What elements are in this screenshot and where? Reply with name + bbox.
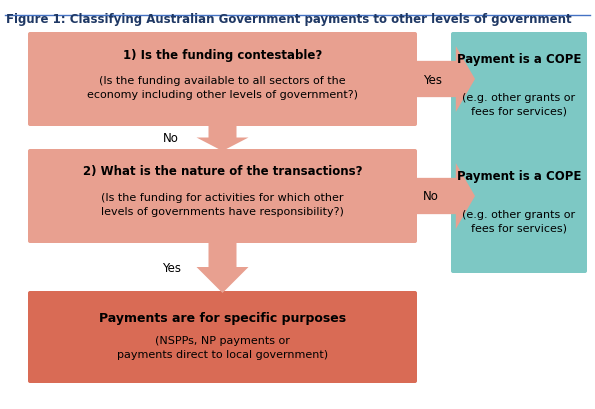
FancyBboxPatch shape [28, 33, 417, 127]
Text: Yes: Yes [162, 261, 181, 274]
Text: (Is the funding for activities for which other
levels of governments have respon: (Is the funding for activities for which… [101, 193, 344, 216]
FancyBboxPatch shape [28, 291, 417, 383]
Text: (NSPPs, NP payments or
payments direct to local government): (NSPPs, NP payments or payments direct t… [117, 335, 328, 359]
Text: Figure 1: Classifying Australian Government payments to other levels of governme: Figure 1: Classifying Australian Governm… [6, 13, 572, 26]
Polygon shape [415, 47, 475, 113]
Text: 2) What is the nature of the transactions?: 2) What is the nature of the transaction… [83, 165, 362, 178]
Text: No: No [423, 190, 439, 203]
FancyBboxPatch shape [451, 33, 587, 157]
Text: Yes: Yes [423, 73, 442, 86]
Polygon shape [196, 241, 249, 293]
Text: Payment is a COPE: Payment is a COPE [457, 170, 581, 183]
Text: (e.g. other grants or
fees for services): (e.g. other grants or fees for services) [462, 210, 575, 233]
Text: No: No [162, 132, 178, 145]
Polygon shape [196, 125, 249, 152]
Text: 1) Is the funding contestable?: 1) Is the funding contestable? [123, 48, 322, 61]
Text: (Is the funding available to all sectors of the
economy including other levels o: (Is the funding available to all sectors… [87, 76, 358, 99]
FancyBboxPatch shape [28, 150, 417, 243]
Text: Payment is a COPE: Payment is a COPE [457, 53, 581, 66]
FancyBboxPatch shape [451, 150, 587, 273]
Text: Payments are for specific purposes: Payments are for specific purposes [99, 312, 346, 325]
Text: (e.g. other grants or
fees for services): (e.g. other grants or fees for services) [462, 93, 575, 117]
Polygon shape [415, 164, 475, 229]
